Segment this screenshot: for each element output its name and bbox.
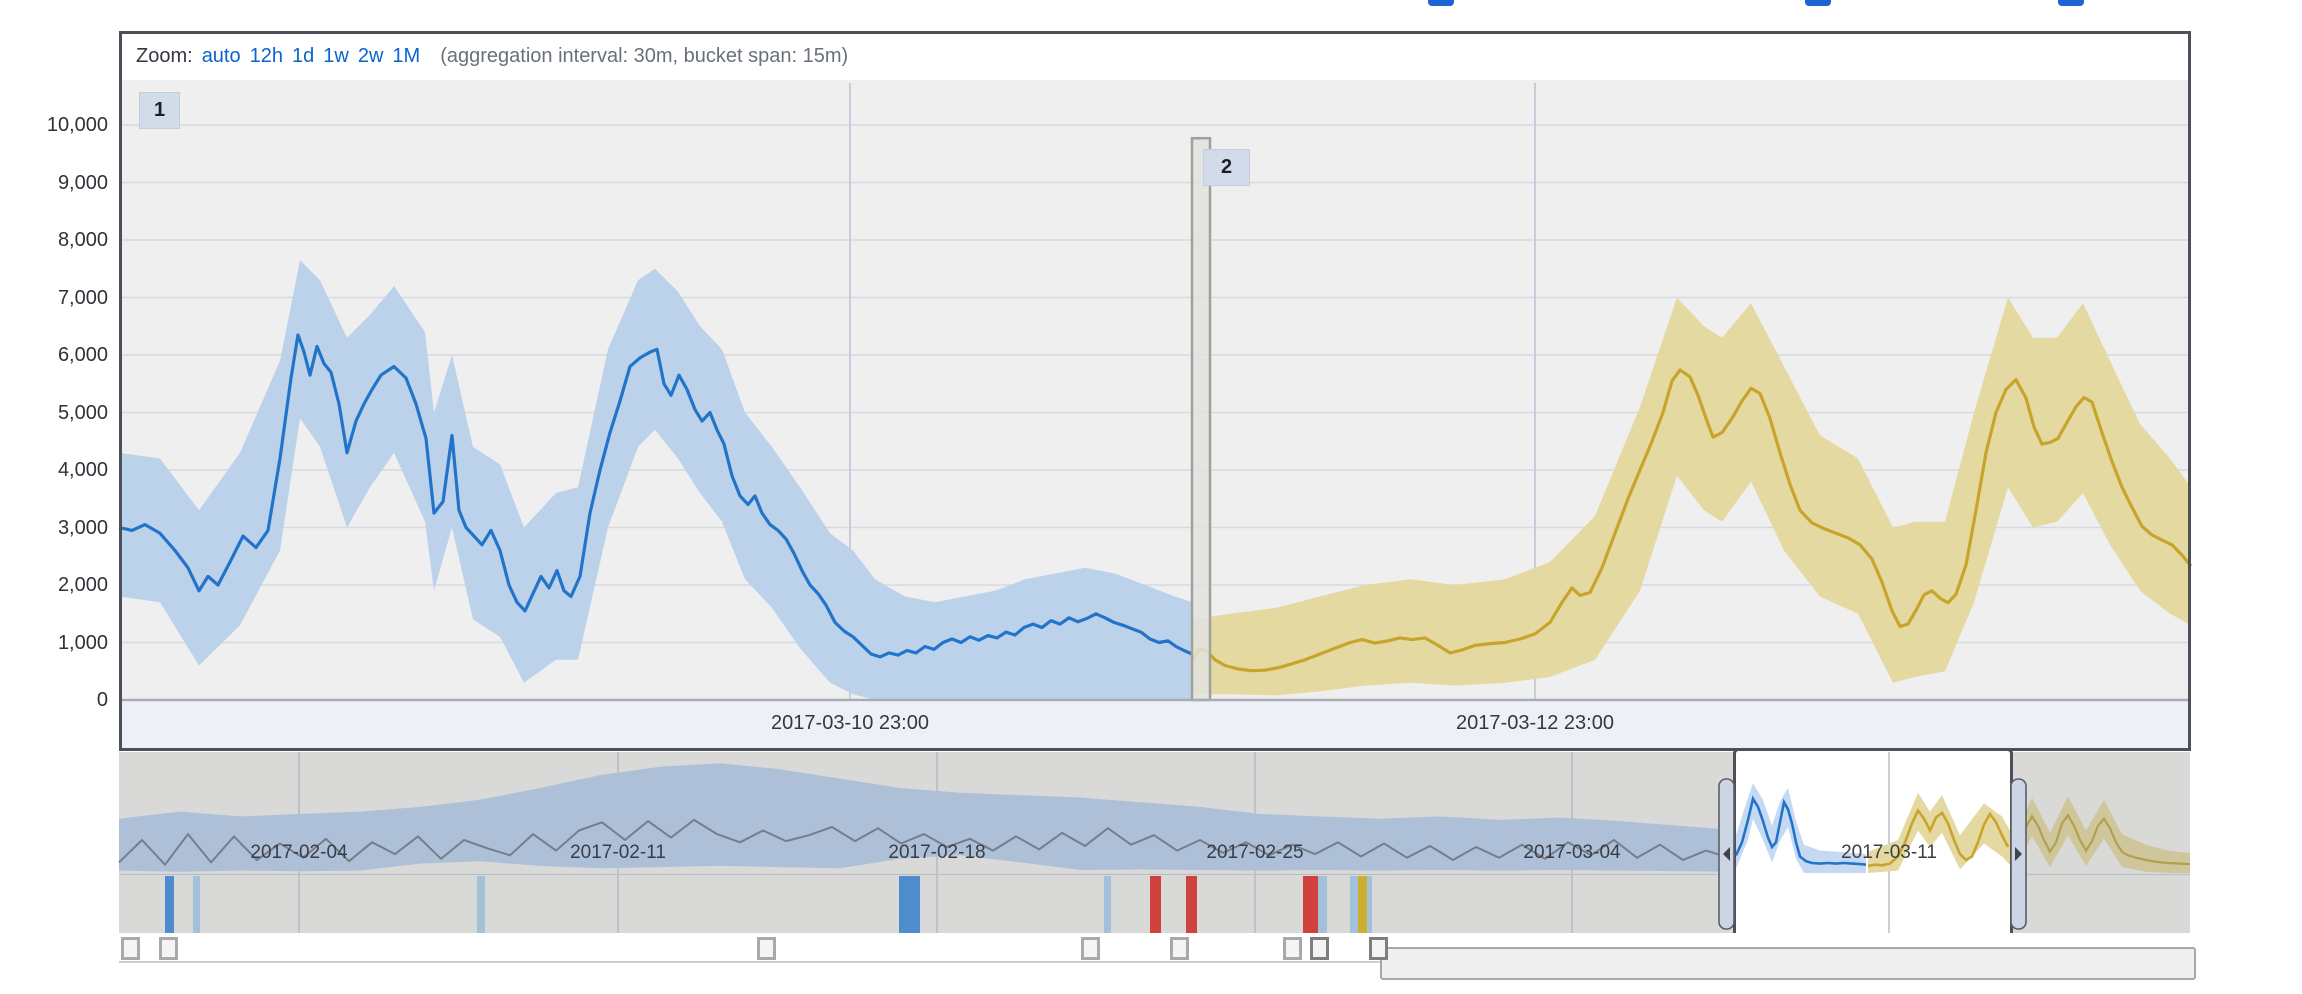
focus-chart-panel — [119, 31, 2191, 751]
brush-handle-arrow-right-icon — [2015, 847, 2022, 861]
annotation-marker-square[interactable] — [1369, 937, 1388, 960]
swimlane-severity-bar[interactable] — [1350, 876, 1358, 933]
context-date-label-4: 2017-03-04 — [1523, 842, 1621, 863]
zoom-option-1M[interactable]: 1M — [392, 45, 421, 67]
x-axis-label-0: 2017-03-10 23:00 — [771, 712, 929, 734]
annotation-marker-square[interactable] — [1310, 937, 1329, 960]
context-date-label-0: 2017-02-04 — [250, 842, 348, 863]
context-date-label-2: 2017-02-18 — [888, 842, 986, 863]
context-date-label-1: 2017-02-11 — [570, 842, 666, 863]
swimlane-severity-bar[interactable] — [1303, 876, 1318, 933]
context-date-label-3: 2017-02-25 — [1206, 842, 1304, 863]
context-value-line — [118, 818, 1741, 866]
y-axis-tick-5000: 5,000 — [57, 401, 108, 424]
selection-bounds-area — [1736, 783, 1866, 873]
swimlane-severity-bar[interactable] — [1186, 876, 1197, 933]
y-axis-tick-8000: 8,000 — [57, 229, 108, 251]
zoom-option-1w[interactable]: 1w — [323, 45, 349, 67]
y-axis-tick-0: 0 — [96, 689, 108, 711]
x-axis-strip — [122, 701, 2188, 748]
swimlane-severity-bar[interactable] — [1358, 876, 1367, 933]
zoom-option-1d[interactable]: 1d — [292, 45, 315, 67]
y-axis-tick-4000: 4,000 — [57, 459, 108, 481]
context-dim-overlay-left — [119, 752, 1734, 933]
annotation-marker-square[interactable] — [1170, 937, 1189, 960]
zoom-label: Zoom: — [136, 45, 193, 67]
swimlane-severity-bar[interactable] — [165, 876, 174, 933]
annotation-badge-1[interactable]: 1 — [139, 92, 180, 129]
selection-actual-line — [1734, 795, 1867, 866]
brush-handle-arrow-left-icon — [1723, 847, 1730, 861]
swimlane-severity-bar[interactable] — [1104, 876, 1111, 933]
forecast-bounds-area — [1192, 297, 2191, 696]
y-axis-tick-6000: 6,000 — [57, 344, 108, 366]
y-axis-tick-3000: 3,000 — [57, 516, 108, 539]
zoom-toolbar: Zoom: auto 12h 1d 1w 2w 1M (aggregation inter… — [122, 34, 2188, 79]
zoom-option-auto[interactable]: auto — [201, 45, 241, 67]
selection-forecast-bounds — [1868, 792, 2014, 873]
swimlane-severity-bar[interactable] — [1367, 876, 1372, 933]
checkbox-stub-icon[interactable] — [1805, 0, 1831, 6]
annotation-badge-2[interactable]: 2 — [1203, 149, 1250, 186]
context-scrollbar-track[interactable] — [1380, 947, 2196, 980]
selection-forecast-line — [1867, 807, 2010, 868]
x-axis-label-1: 2017-03-12 23:00 — [1456, 712, 1614, 734]
swimlane-severity-bar[interactable] — [193, 876, 200, 933]
annotation-marker-square[interactable] — [757, 937, 776, 960]
swimlane-severity-bar[interactable] — [1318, 876, 1327, 933]
context-dim-overlay-right — [2011, 752, 2190, 933]
y-axis-tick-10000: 10,000 — [46, 114, 108, 136]
annotation-marker-square[interactable] — [1081, 937, 1100, 960]
y-axis-tick-9000: 9,000 — [57, 171, 108, 194]
y-axis-tick-7000: 7,000 — [57, 286, 108, 309]
checkbox-stub-icon[interactable] — [2058, 0, 2084, 6]
annotation-marker-square[interactable] — [121, 937, 140, 960]
zoom-option-12h[interactable]: 12h — [249, 45, 283, 67]
actual-value-line — [118, 333, 1193, 659]
annotation-marker-square[interactable] — [1283, 937, 1302, 960]
swimlane-severity-bar[interactable] — [899, 876, 920, 933]
zoom-links: auto 12h 1d 1w 2w 1M — [202, 45, 421, 68]
swimlane-severity-bar[interactable] — [1150, 876, 1161, 933]
zoom-option-2w[interactable]: 2w — [357, 45, 384, 67]
aggregation-note: (aggregation interval: 30m, bucket span:… — [440, 45, 849, 67]
context-date-label-5: 2017-03-11 — [1841, 842, 1937, 863]
forecast-value-line — [1190, 368, 2193, 673]
swimlane-severity-bar[interactable] — [477, 876, 485, 933]
y-axis-tick-2000: 2,000 — [57, 574, 108, 596]
checkbox-stub-icon[interactable] — [1428, 0, 1454, 6]
y-axis-tick-1000: 1,000 — [57, 631, 108, 654]
annotation-marker-square[interactable] — [159, 937, 178, 960]
